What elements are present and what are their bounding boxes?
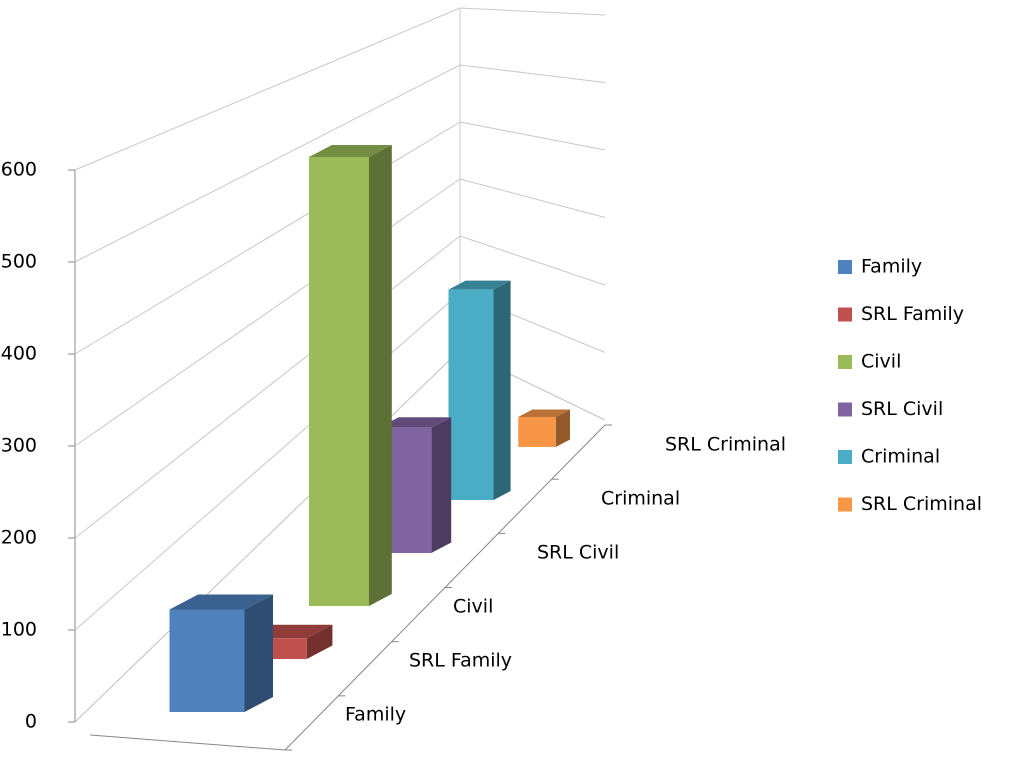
depth-label: Civil <box>453 596 493 618</box>
legend-label: Criminal <box>861 446 940 468</box>
bar-front <box>169 609 245 712</box>
y-tick-label: 0 <box>25 711 37 733</box>
grid-line <box>74 121 606 355</box>
legend-swatch <box>838 355 852 369</box>
bar-front <box>309 156 369 606</box>
bar-side <box>493 280 511 500</box>
y-tick-label: 100 <box>1 619 37 641</box>
bar <box>169 594 273 712</box>
legend-label: SRL Criminal <box>861 493 982 515</box>
depth-label: Criminal <box>601 488 680 510</box>
legend-label: SRL Civil <box>861 398 943 420</box>
bar <box>448 280 511 500</box>
legend-swatch <box>838 402 852 417</box>
bar-side <box>369 144 392 606</box>
depth-label: Family <box>345 704 406 726</box>
floor-front <box>89 734 286 751</box>
bar <box>309 144 392 606</box>
bar-side <box>244 594 273 712</box>
bar-top <box>309 144 392 157</box>
depth-label: SRL Family <box>409 650 512 672</box>
bar-front <box>518 417 556 447</box>
bar-top <box>448 280 511 290</box>
y-tick-label: 600 <box>1 159 37 181</box>
bar-top <box>169 594 273 610</box>
legend-swatch <box>838 307 852 322</box>
y-tick-label: 300 <box>1 435 37 457</box>
bar-side <box>431 417 452 553</box>
legend-label: SRL Family <box>861 303 964 325</box>
depth-label: SRL Criminal <box>665 434 786 456</box>
bar <box>518 409 570 447</box>
bar <box>378 417 452 553</box>
legend-label: Family <box>861 256 922 278</box>
bar-side <box>555 409 570 447</box>
y-tick-label: 400 <box>1 343 37 365</box>
grid-line <box>74 64 606 263</box>
grid-line <box>74 235 606 539</box>
legend-swatch <box>838 497 852 512</box>
grid-line <box>74 178 606 447</box>
grid-line <box>74 7 606 171</box>
bar-top <box>518 409 570 418</box>
y-tick-label: 200 <box>1 527 37 549</box>
depth-label: SRL Civil <box>537 542 619 564</box>
bar-top <box>378 417 452 428</box>
bar-front <box>448 289 494 500</box>
y-tick-label: 500 <box>1 251 37 273</box>
bar-side <box>306 624 333 659</box>
legend-label: Civil <box>861 351 901 373</box>
legend-swatch <box>838 260 852 274</box>
legend-swatch <box>838 450 852 464</box>
bar-front <box>378 427 432 553</box>
